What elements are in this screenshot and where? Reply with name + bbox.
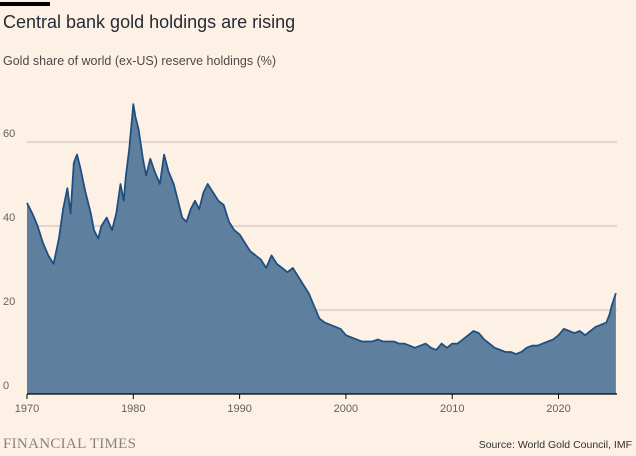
x-tick-label: 1980	[121, 403, 145, 415]
y-tick-label: 20	[3, 296, 15, 308]
chart-subtitle: Gold share of world (ex-US) reserve hold…	[3, 54, 277, 68]
axis-layer: 0 20 40 60 1970 1980 1990 2000 2010 2020	[3, 128, 617, 415]
series-area	[27, 104, 616, 394]
x-tick-label: 1990	[227, 403, 251, 415]
chart-title: Central bank gold holdings are rising	[3, 12, 296, 32]
source-note: Source: World Gold Council, IMF	[478, 439, 632, 451]
x-tick-label: 2020	[546, 403, 570, 415]
x-tick-label: 1970	[15, 403, 39, 415]
y-tick-label: 40	[3, 212, 15, 224]
y-tick-label: 0	[3, 380, 9, 392]
x-tick-label: 2000	[334, 403, 358, 415]
y-tick-label: 60	[3, 128, 15, 140]
series-line	[26, 103, 617, 355]
financial-times-logo: FINANCIAL TIMES	[3, 436, 137, 452]
series-layer	[26, 103, 617, 394]
accent-bar	[0, 2, 50, 6]
x-tick-label: 2010	[440, 403, 464, 415]
